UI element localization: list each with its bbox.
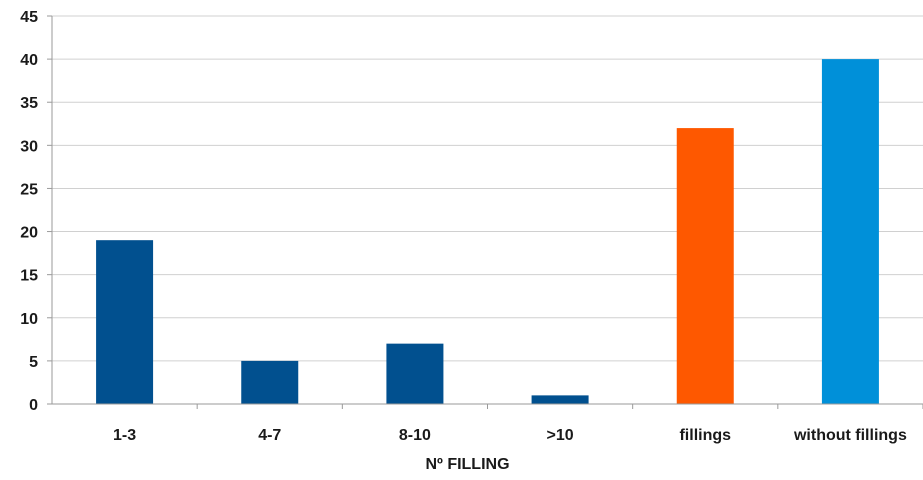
y-tick-label: 25 [20, 181, 38, 198]
y-tick-labels: 0 5 10 15 20 25 30 35 40 45 [20, 9, 38, 414]
bar-1-3 [96, 240, 154, 404]
y-tick-label: 5 [29, 354, 38, 371]
bar-4-7 [241, 360, 299, 404]
y-tick-label: 30 [20, 138, 38, 155]
x-tick-labels: 1-3 4-7 8-10 >10 fillings without fillings [113, 427, 907, 444]
y-tick-label: 35 [20, 95, 38, 112]
y-tick-label: 45 [20, 9, 38, 26]
bar-without-fillings [821, 59, 879, 404]
y-tick-label: 15 [20, 268, 38, 285]
x-tick-label: 4-7 [258, 427, 281, 444]
x-tick-label: 1-3 [113, 427, 136, 444]
x-tick-label: >10 [547, 427, 574, 444]
x-tick-label: without fillings [793, 427, 907, 444]
gridlines [52, 15, 923, 362]
axes [47, 15, 923, 409]
y-tick-label: 40 [20, 52, 38, 69]
bars [96, 59, 879, 405]
x-axis-title: Nº FILLING [425, 456, 509, 473]
bar-fillings [676, 128, 734, 405]
y-tick-label: 20 [20, 225, 38, 242]
y-tick-label: 0 [29, 397, 38, 414]
bar-8-10 [386, 343, 444, 404]
x-tick-label: fillings [679, 427, 731, 444]
y-tick-label: 10 [20, 311, 38, 328]
bar-10 [531, 395, 589, 404]
x-tick-label: 8-10 [399, 427, 431, 444]
